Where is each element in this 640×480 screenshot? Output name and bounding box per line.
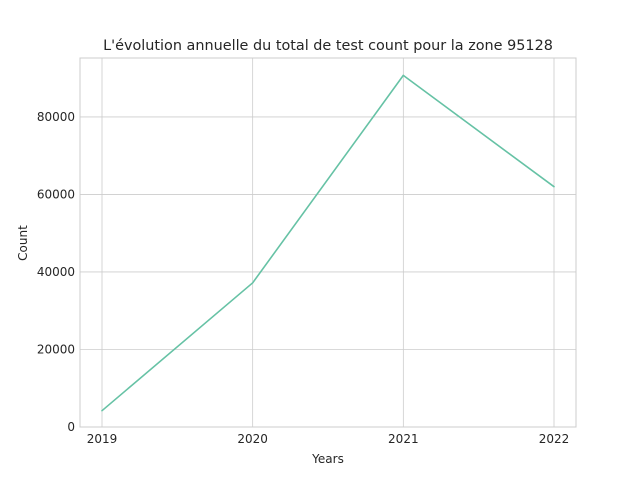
x-tick-labels: 2019 2020 2021 2022 [87,432,570,446]
y-tick-labels: 0 20000 40000 60000 80000 [37,110,75,434]
x-tick-label: 2019 [87,432,118,446]
y-axis-label: Count [16,225,30,261]
x-tick-label: 2020 [237,432,268,446]
y-tick-label: 20000 [37,342,75,356]
x-axis-label: Years [311,452,344,466]
chart-title: L'évolution annuelle du total de test co… [103,38,553,54]
x-tick-label: 2022 [539,432,570,446]
series-layer [101,74,555,412]
x-tick-label: 2021 [388,432,419,446]
plot-frame [79,57,577,428]
y-tick-label: 0 [67,420,75,434]
y-tick-label: 60000 [37,187,75,201]
series-line [101,74,555,412]
y-tick-label: 80000 [37,110,75,124]
y-tick-label: 40000 [37,265,75,279]
